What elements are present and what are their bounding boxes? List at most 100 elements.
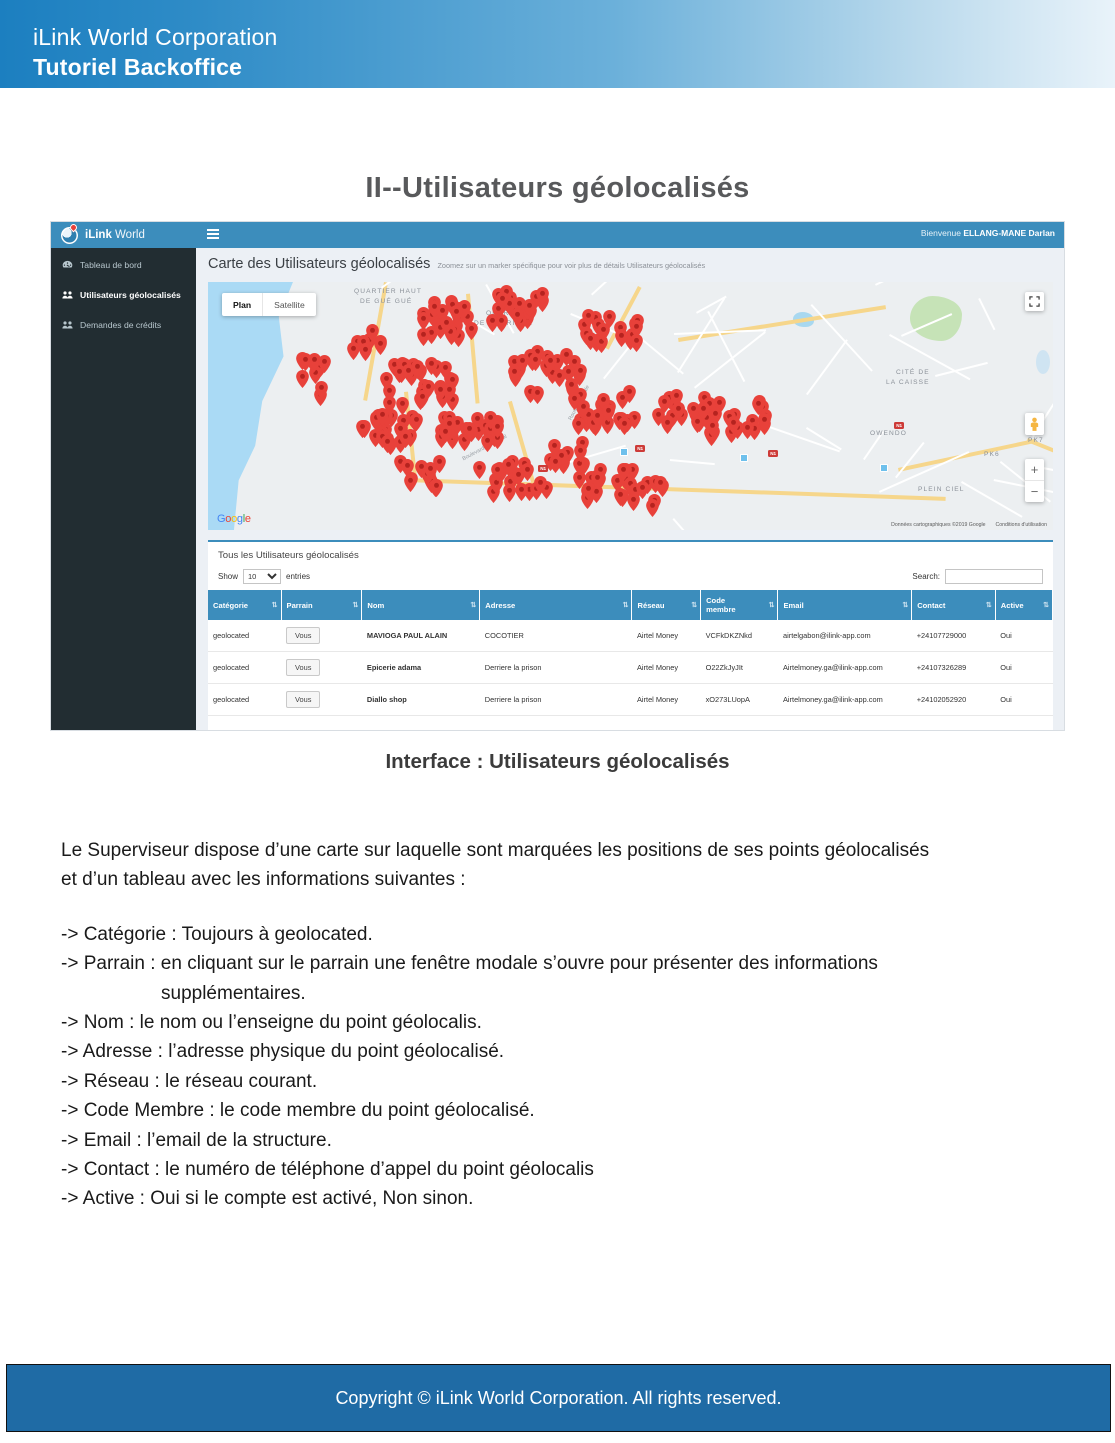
map-marker-pin[interactable] [417, 328, 430, 346]
map-marker-pin[interactable] [661, 416, 674, 434]
map-marker-pin[interactable] [473, 461, 486, 479]
map-marker-pin[interactable] [627, 493, 640, 511]
map-marker-pin[interactable] [531, 386, 544, 404]
map-marker-pin[interactable] [315, 381, 328, 399]
app-logo[interactable]: iLink World [51, 222, 196, 248]
map-marker-pin[interactable] [491, 463, 504, 481]
map-marker-pin[interactable] [658, 395, 671, 413]
cell-parrain[interactable]: Vous [281, 652, 362, 684]
map-marker-pin[interactable] [534, 476, 547, 494]
map-marker-pin[interactable] [511, 308, 524, 326]
column-header-categorie[interactable]: Catégorie ⇅ [208, 590, 281, 620]
map-marker-pin[interactable] [404, 474, 417, 492]
sidebar-item-demandes-de-credits[interactable]: Demandes de crédits [51, 312, 196, 338]
map-marker-pin[interactable] [496, 292, 509, 310]
map-marker-pin[interactable] [425, 357, 438, 375]
fullscreen-button[interactable] [1025, 292, 1044, 311]
map-marker-pin[interactable] [577, 400, 590, 418]
map-marker-pin[interactable] [597, 323, 610, 341]
parrain-button[interactable]: Vous [286, 627, 320, 644]
map-marker-pin[interactable] [602, 404, 615, 422]
map-marker-pin[interactable] [318, 355, 331, 373]
map-marker-pin[interactable] [481, 434, 494, 452]
map-marker-pin[interactable] [536, 287, 549, 305]
map-marker-pin[interactable] [463, 422, 476, 440]
map-type-satellite[interactable]: Satellite [262, 293, 316, 316]
map-marker-pin[interactable] [402, 364, 415, 382]
column-header-code-membre[interactable]: Code membre ⇅ [701, 590, 778, 620]
welcome-user: ELLANG-MANE Darlan [963, 228, 1055, 238]
bullet-reseau: -> Réseau : le réseau courant. [61, 1067, 1071, 1096]
street-view-pegman-button[interactable] [1025, 413, 1044, 435]
map-marker-pin[interactable] [614, 488, 627, 506]
column-header-active[interactable]: Active ⇅ [995, 590, 1052, 620]
map-type-plan[interactable]: Plan [222, 293, 262, 316]
map-marker-pin[interactable] [574, 444, 587, 462]
column-header-reseau[interactable]: Réseau ⇅ [632, 590, 701, 620]
map-marker-pin[interactable] [512, 468, 525, 486]
map-marker-pin[interactable] [741, 421, 754, 439]
map-marker-pin[interactable] [706, 419, 719, 437]
cell-parrain[interactable]: Vous [281, 684, 362, 716]
map-marker-pin[interactable] [381, 435, 394, 453]
zoom-out-button[interactable]: − [1025, 481, 1044, 502]
map-place-label: PK6 [984, 451, 1000, 458]
column-header-contact[interactable]: Contact ⇅ [912, 590, 996, 620]
map-type-switcher[interactable]: Plan Satellite [222, 293, 316, 316]
map-marker-pin[interactable] [727, 416, 740, 434]
map-marker-pin[interactable] [424, 462, 437, 480]
sidebar-item-label: Demandes de crédits [80, 320, 161, 330]
map-marker-pin[interactable] [615, 329, 628, 347]
map-marker-pin[interactable] [529, 353, 542, 371]
map-marker-pin[interactable] [296, 370, 309, 388]
map-marker-pin[interactable] [572, 417, 585, 435]
map-marker-pin[interactable] [376, 408, 389, 426]
map-marker-pin[interactable] [584, 332, 597, 350]
map-marker-pin[interactable] [548, 439, 561, 457]
map-place-label: CITÉ DE [896, 369, 930, 376]
map-marker-pin[interactable] [591, 471, 604, 489]
map-marker-pin[interactable] [450, 305, 463, 323]
column-header-parrain[interactable]: Parrain ⇅ [281, 590, 362, 620]
map-zoom-controls[interactable]: + − [1025, 459, 1044, 502]
column-header-adresse[interactable]: Adresse ⇅ [480, 590, 632, 620]
parrain-button[interactable]: Vous [286, 659, 320, 676]
map-marker-pin[interactable] [646, 499, 659, 517]
search-input[interactable] [945, 569, 1043, 584]
column-header-email[interactable]: Email ⇅ [778, 590, 912, 620]
spacer [61, 895, 1071, 920]
cell-parrain[interactable]: Vous [281, 620, 362, 652]
map-marker-pin[interactable] [359, 343, 372, 361]
column-header-nom[interactable]: Nom ⇅ [362, 590, 480, 620]
map-marker-pin[interactable] [430, 479, 443, 497]
map-terms-link[interactable]: Conditions d'utilisation [996, 522, 1047, 528]
map-marker-pin[interactable] [508, 365, 521, 383]
column-label: Contact [917, 601, 945, 610]
map-marker-pin[interactable] [439, 361, 452, 379]
map-marker-pin[interactable] [399, 430, 412, 448]
map-marker-pin[interactable] [623, 385, 636, 403]
map-marker-pin[interactable] [443, 383, 456, 401]
map-marker-pin[interactable] [560, 348, 573, 366]
map-marker-pin[interactable] [380, 372, 393, 390]
map-marker-pin[interactable] [758, 413, 771, 431]
map-marker-pin[interactable] [654, 476, 667, 494]
page-size-select[interactable]: 102550100 [243, 569, 281, 584]
map-marker-pin[interactable] [544, 354, 557, 372]
table-card-title: Tous les Utilisateurs géolocalisés [208, 542, 1053, 561]
hamburger-menu-icon[interactable] [207, 229, 219, 240]
google-map[interactable]: QUARTIER HAUTDE GUÉ GUÉQUARTIERDE LA PRI… [208, 282, 1053, 530]
map-marker-pin[interactable] [356, 420, 369, 438]
map-marker-pin[interactable] [416, 390, 429, 408]
sort-icon: ⇅ [470, 601, 475, 609]
map-marker-pin[interactable] [618, 417, 631, 435]
map-marker-pin[interactable] [439, 425, 452, 443]
map-marker-pin[interactable] [617, 463, 630, 481]
parrain-button[interactable]: Vous [286, 691, 320, 708]
map-marker-pin[interactable] [630, 320, 643, 338]
sidebar-item-utilisateurs-geolocalises[interactable]: Utilisateurs géolocalisés [51, 282, 196, 308]
map-marker-pin[interactable] [582, 309, 595, 327]
zoom-in-button[interactable]: + [1025, 459, 1044, 481]
map-marker-pin[interactable] [299, 353, 312, 371]
sidebar-item-tableau-de-bord[interactable]: Tableau de bord [51, 252, 196, 278]
